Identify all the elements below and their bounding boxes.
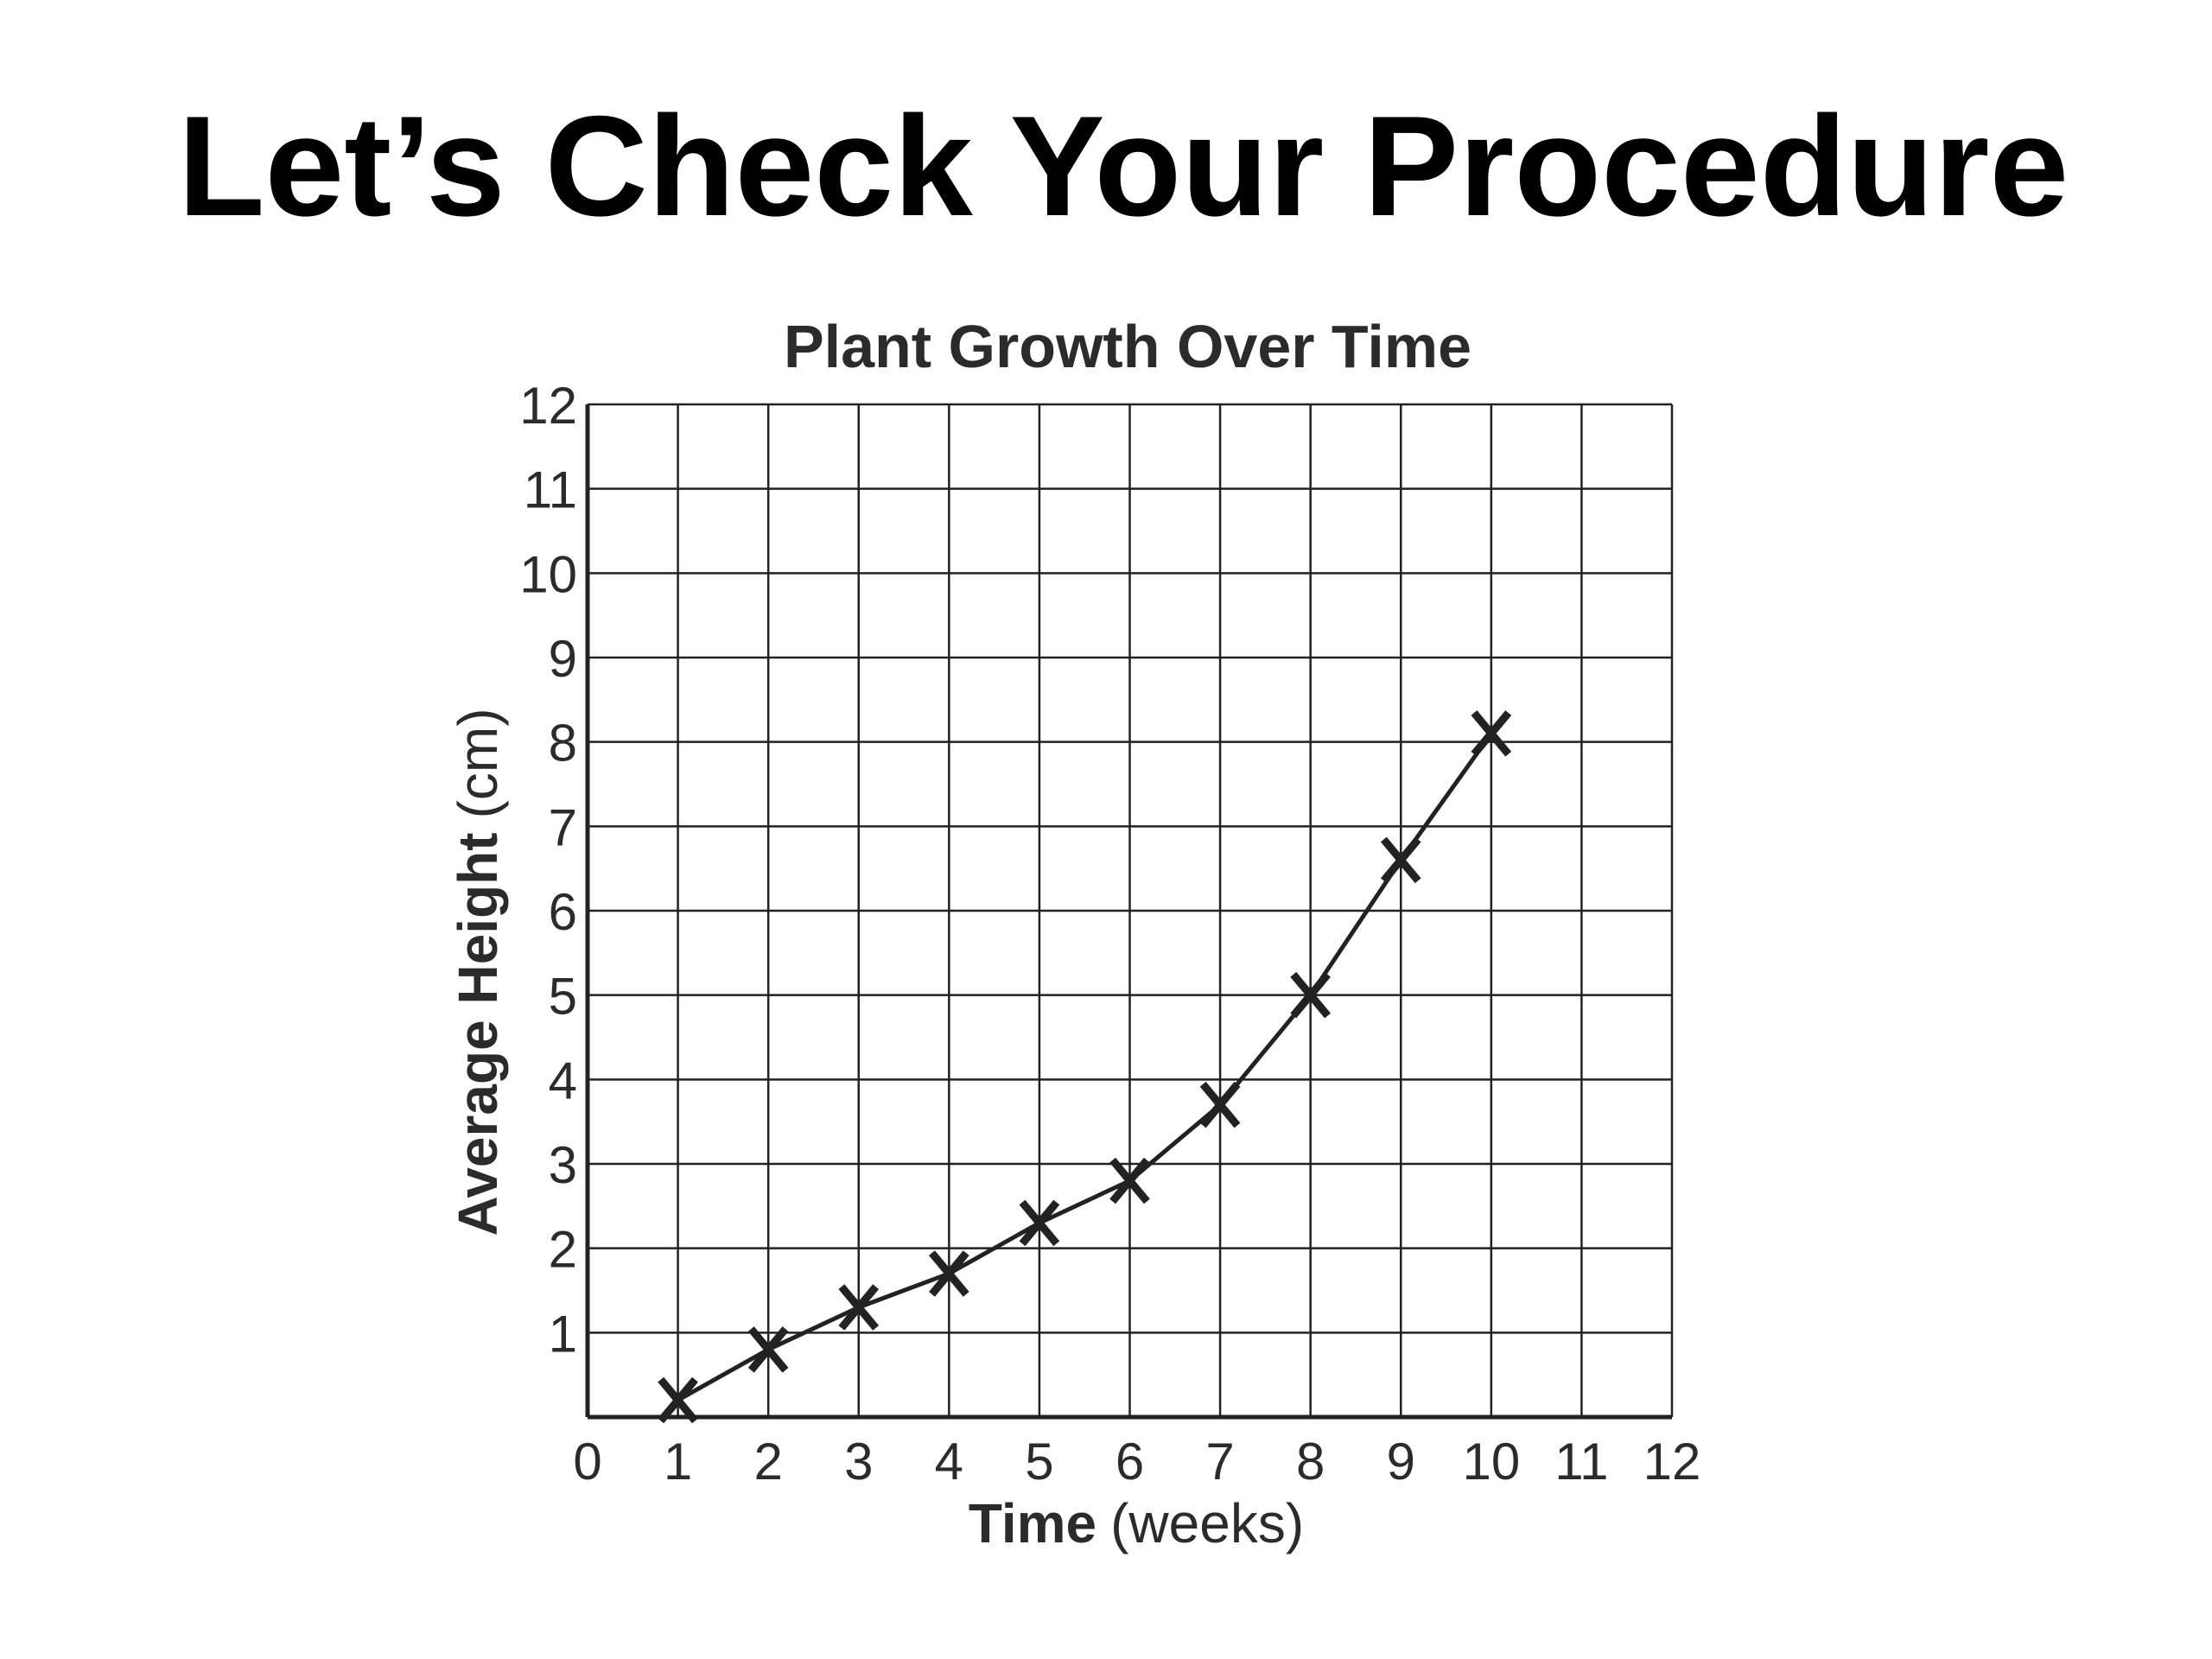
x-tick-label: 11 xyxy=(1554,1433,1608,1491)
x-tick-label: 6 xyxy=(1116,1433,1144,1491)
y-tick-label: 11 xyxy=(524,461,577,519)
chart-title: Plant Growth Over Time xyxy=(784,313,1471,380)
y-tick-label: 8 xyxy=(549,715,577,772)
x-tick-label: 12 xyxy=(1643,1433,1701,1491)
y-axis-label: Average Height (cm) xyxy=(447,708,509,1236)
chart-series xyxy=(658,710,1512,1424)
data-point-marker xyxy=(1471,710,1512,757)
x-tick-label: 8 xyxy=(1296,1433,1325,1491)
y-tick-label: 10 xyxy=(519,545,577,603)
slide-title: Let’s Check Your Procedure xyxy=(177,86,2069,245)
data-point-marker xyxy=(658,1376,698,1424)
data-point-marker xyxy=(1199,1081,1241,1128)
x-tick-label: 1 xyxy=(664,1433,692,1491)
data-point-marker xyxy=(928,1250,969,1297)
data-point-marker xyxy=(1290,971,1332,1019)
y-tick-label: 7 xyxy=(549,798,577,856)
y-tick-label: 5 xyxy=(549,968,577,1026)
y-tick-label: 3 xyxy=(549,1136,577,1194)
x-tick-label: 3 xyxy=(844,1433,873,1491)
y-tick-label: 9 xyxy=(549,630,577,688)
data-point-marker xyxy=(1109,1157,1150,1205)
data-point-marker xyxy=(1019,1199,1060,1247)
y-tick-label: 12 xyxy=(519,377,577,435)
x-tick-label: 7 xyxy=(1205,1433,1234,1491)
x-axis-label-main: Time xyxy=(969,1492,1096,1554)
y-tick-label: 6 xyxy=(549,883,577,941)
y-axis-label-main: Average Height xyxy=(447,832,509,1236)
data-point-marker xyxy=(747,1326,789,1373)
x-tick-label: 0 xyxy=(573,1433,601,1491)
data-point-marker xyxy=(1380,836,1421,884)
y-tick-label: 4 xyxy=(549,1052,577,1109)
y-tick-label: 2 xyxy=(549,1221,577,1279)
x-tick-label: 2 xyxy=(753,1433,782,1491)
x-axis-label-unit: (weeks) xyxy=(1110,1492,1304,1554)
x-tick-label: 5 xyxy=(1025,1433,1053,1491)
series-line xyxy=(677,732,1493,1402)
x-tick-label: 10 xyxy=(1462,1433,1520,1491)
x-axis-label: Time (weeks) xyxy=(969,1492,1304,1554)
data-point-marker xyxy=(838,1284,880,1331)
chart-grid xyxy=(585,403,1674,1420)
y-tick-label: 1 xyxy=(549,1305,577,1363)
x-tick-label: 9 xyxy=(1387,1433,1415,1491)
y-axis-label-unit: (cm) xyxy=(447,708,509,818)
x-tick-label: 4 xyxy=(935,1433,963,1491)
